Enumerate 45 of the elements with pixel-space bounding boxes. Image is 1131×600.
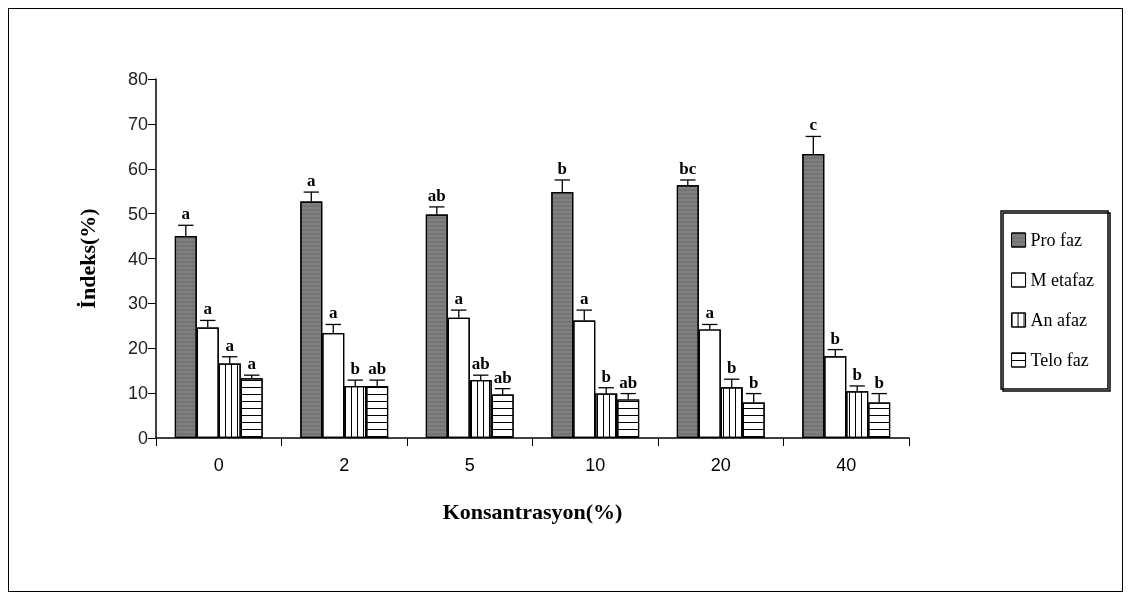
y-tick-label: 20 [127, 338, 148, 359]
x-tick-label: 20 [710, 455, 731, 475]
data-label: ab [368, 359, 387, 379]
data-label: a [307, 171, 317, 191]
data-label: c [809, 115, 818, 135]
legend-label: An afaz [1030, 310, 1088, 330]
y-tick-label: 80 [127, 69, 148, 89]
y-tick-label: 0 [137, 428, 148, 448]
y-tick-label: 10 [127, 383, 148, 404]
data-label: a [454, 289, 464, 309]
data-label: bc [679, 158, 697, 178]
data-label: ab [471, 354, 490, 374]
data-label: b [557, 158, 568, 178]
data-label: b [852, 364, 862, 384]
x-tick-label: 0 [213, 455, 224, 475]
data-label: b [748, 372, 759, 392]
data-label: a [181, 204, 191, 224]
data-label: b [727, 358, 737, 378]
legend-label: M etafaz [1030, 270, 1095, 290]
legend-label: Pro faz [1030, 230, 1083, 250]
data-label: a [225, 335, 235, 355]
data-label: a [203, 299, 213, 319]
data-label: a [329, 303, 339, 323]
x-axis-title: Konsantrasyon(%) [442, 498, 623, 524]
data-label: ab [427, 185, 446, 205]
x-tick-label: 10 [585, 455, 606, 475]
y-tick-label: 60 [127, 158, 148, 179]
data-label: b [830, 328, 840, 348]
x-tick-label: 5 [464, 455, 475, 475]
x-tick-label: 40 [836, 455, 857, 475]
data-label: b [601, 366, 611, 386]
y-axis-title: İndeks(%) [74, 208, 100, 309]
data-label: ab [493, 367, 512, 387]
y-tick-label: 30 [127, 293, 148, 314]
legend-label: Telo faz [1030, 350, 1089, 370]
data-label: a [705, 303, 715, 323]
y-tick-label: 50 [127, 203, 148, 224]
y-tick-label: 40 [127, 248, 148, 269]
y-tick-label: 70 [127, 113, 148, 134]
data-label: ab [619, 372, 638, 392]
data-label: b [350, 359, 360, 379]
data-label: a [247, 354, 257, 374]
data-label: b [874, 372, 884, 392]
data-label: a [580, 289, 590, 309]
x-tick-label: 2 [339, 455, 350, 475]
